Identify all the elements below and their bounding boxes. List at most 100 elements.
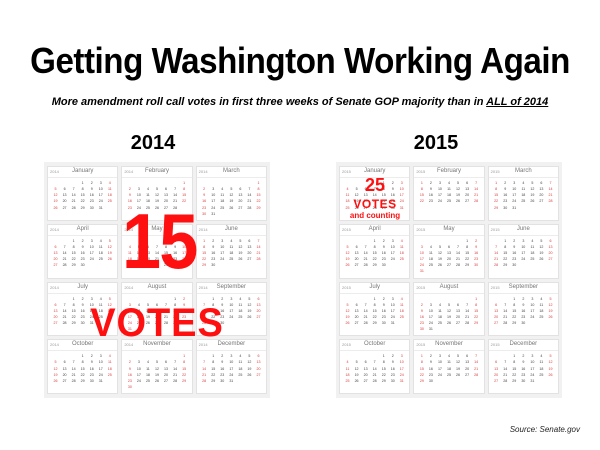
day-cell: 26	[530, 199, 535, 204]
day-cell: 29	[465, 263, 470, 268]
day-cell	[388, 384, 397, 390]
day-cell: 27	[53, 263, 58, 268]
day-cell: 6	[457, 302, 460, 307]
day-cell: 13	[354, 308, 359, 313]
day-cell: 22	[80, 199, 85, 204]
day-cell: 21	[503, 314, 508, 319]
day-cell: 28	[154, 263, 159, 268]
day-cell: 7	[155, 244, 158, 249]
day-cell: 7	[504, 360, 507, 365]
day-cell: 12	[548, 302, 553, 307]
day-cell: 2	[504, 181, 507, 185]
day-cell: 25	[539, 372, 544, 377]
day-cell	[519, 268, 528, 274]
day-cell: 23	[521, 314, 526, 319]
day-cell: 14	[202, 366, 207, 371]
day-cell: 21	[548, 193, 553, 198]
month-year: 2015	[342, 226, 351, 232]
day-cell	[370, 384, 379, 390]
day-cell: 8	[174, 302, 177, 307]
month-calendar: 2015 July 1 2 3 4 5 6 7 8 9 10 11 12 13 14 15 16 17 18 19 20 2…	[339, 281, 411, 337]
day-cell: 3	[513, 181, 516, 185]
day-cell	[60, 268, 69, 274]
day-cell: 22	[182, 372, 187, 377]
day-cell: 23	[428, 199, 433, 204]
day-cell: 19	[247, 308, 252, 313]
day-cell	[218, 384, 227, 390]
day-cell: 11	[137, 308, 141, 313]
day-cell: 26	[154, 205, 159, 210]
day-cell: 15	[71, 251, 76, 255]
month-calendar: 2014 July 1 2 3 4 5 6 7 8 9 10 11 12 13 14 15 16 17 18 19 20 2…	[47, 281, 119, 337]
day-cell: 28	[164, 321, 169, 325]
day-cell: 3	[438, 354, 441, 359]
day-cell: 16	[89, 366, 94, 371]
day-cell: 25	[530, 257, 535, 262]
day-cell: 25	[136, 321, 141, 325]
day-cell	[152, 384, 161, 390]
day-cell	[472, 326, 481, 332]
day-cell: 1	[504, 238, 507, 243]
day-cell: 24	[211, 205, 216, 210]
day-cell: 21	[202, 314, 207, 319]
day-cell: 3	[438, 181, 441, 185]
day-cell	[537, 384, 546, 390]
day-cell: 7	[174, 360, 177, 365]
day-cell: 8	[495, 187, 498, 192]
day-cell: 13	[363, 366, 368, 371]
day-cell: 17	[437, 193, 442, 198]
day-cell: 12	[456, 187, 461, 192]
day-cell: 18	[530, 251, 535, 255]
day-cell: 14	[62, 251, 67, 255]
day-cell: 23	[474, 257, 479, 262]
day-cell: 10	[229, 302, 234, 307]
day-cell: 26	[345, 263, 350, 268]
day-cell: 1	[495, 181, 498, 185]
day-cell: 13	[154, 308, 159, 313]
day-cell: 5	[54, 187, 57, 192]
votes-label-2014: VOTES	[90, 301, 224, 345]
day-cell: 29	[381, 205, 386, 210]
day-cell: 18	[229, 251, 234, 255]
day-grid: 1 2 3 4 5 6 7 8 9 10 11 12 13 14 15 16 17 18 19 20 21 22 23 24 2…	[125, 238, 188, 275]
day-cell: 24	[98, 372, 103, 377]
day-cell: 7	[373, 360, 376, 365]
month-header: 2015 October	[340, 340, 410, 352]
month-name: November	[435, 341, 463, 348]
day-cell: 17	[512, 193, 517, 198]
day-cell: 4	[137, 302, 140, 307]
day-cell: 13	[62, 366, 67, 371]
day-cell: 13	[539, 187, 544, 192]
month-name: May	[151, 225, 163, 232]
day-cell: 29	[164, 263, 169, 268]
day-cell: 29	[503, 263, 508, 268]
day-cell: 10	[127, 308, 132, 313]
day-cell: 1	[183, 181, 186, 185]
day-cell: 12	[247, 302, 252, 307]
day-cell: 29	[512, 378, 517, 383]
day-cell: 14	[363, 251, 368, 255]
day-cell: 5	[355, 187, 358, 192]
day-cell: 15	[182, 366, 187, 371]
day-cell: 17	[211, 199, 216, 204]
day-cell: 11	[345, 193, 350, 198]
day-cell: 3	[137, 360, 140, 365]
day-cell: 21	[202, 372, 207, 377]
day-cell: 24	[530, 372, 535, 377]
day-cell: 5	[346, 302, 349, 307]
day-cell: 9	[90, 360, 93, 365]
day-cell	[519, 326, 528, 332]
day-cell: 11	[399, 244, 404, 249]
day-cell: 19	[548, 366, 553, 371]
day-cell: 13	[53, 251, 58, 255]
month-name: January	[71, 168, 94, 174]
day-cell: 2	[420, 302, 423, 307]
day-cell	[519, 384, 528, 390]
day-cell: 28	[494, 263, 499, 268]
day-cell: 7	[504, 302, 507, 307]
day-cell: 24	[182, 257, 187, 262]
day-cell: 22	[182, 199, 187, 204]
day-cell: 30	[390, 378, 395, 383]
day-cell: 1	[165, 238, 168, 243]
day-cell: 9	[90, 187, 93, 192]
